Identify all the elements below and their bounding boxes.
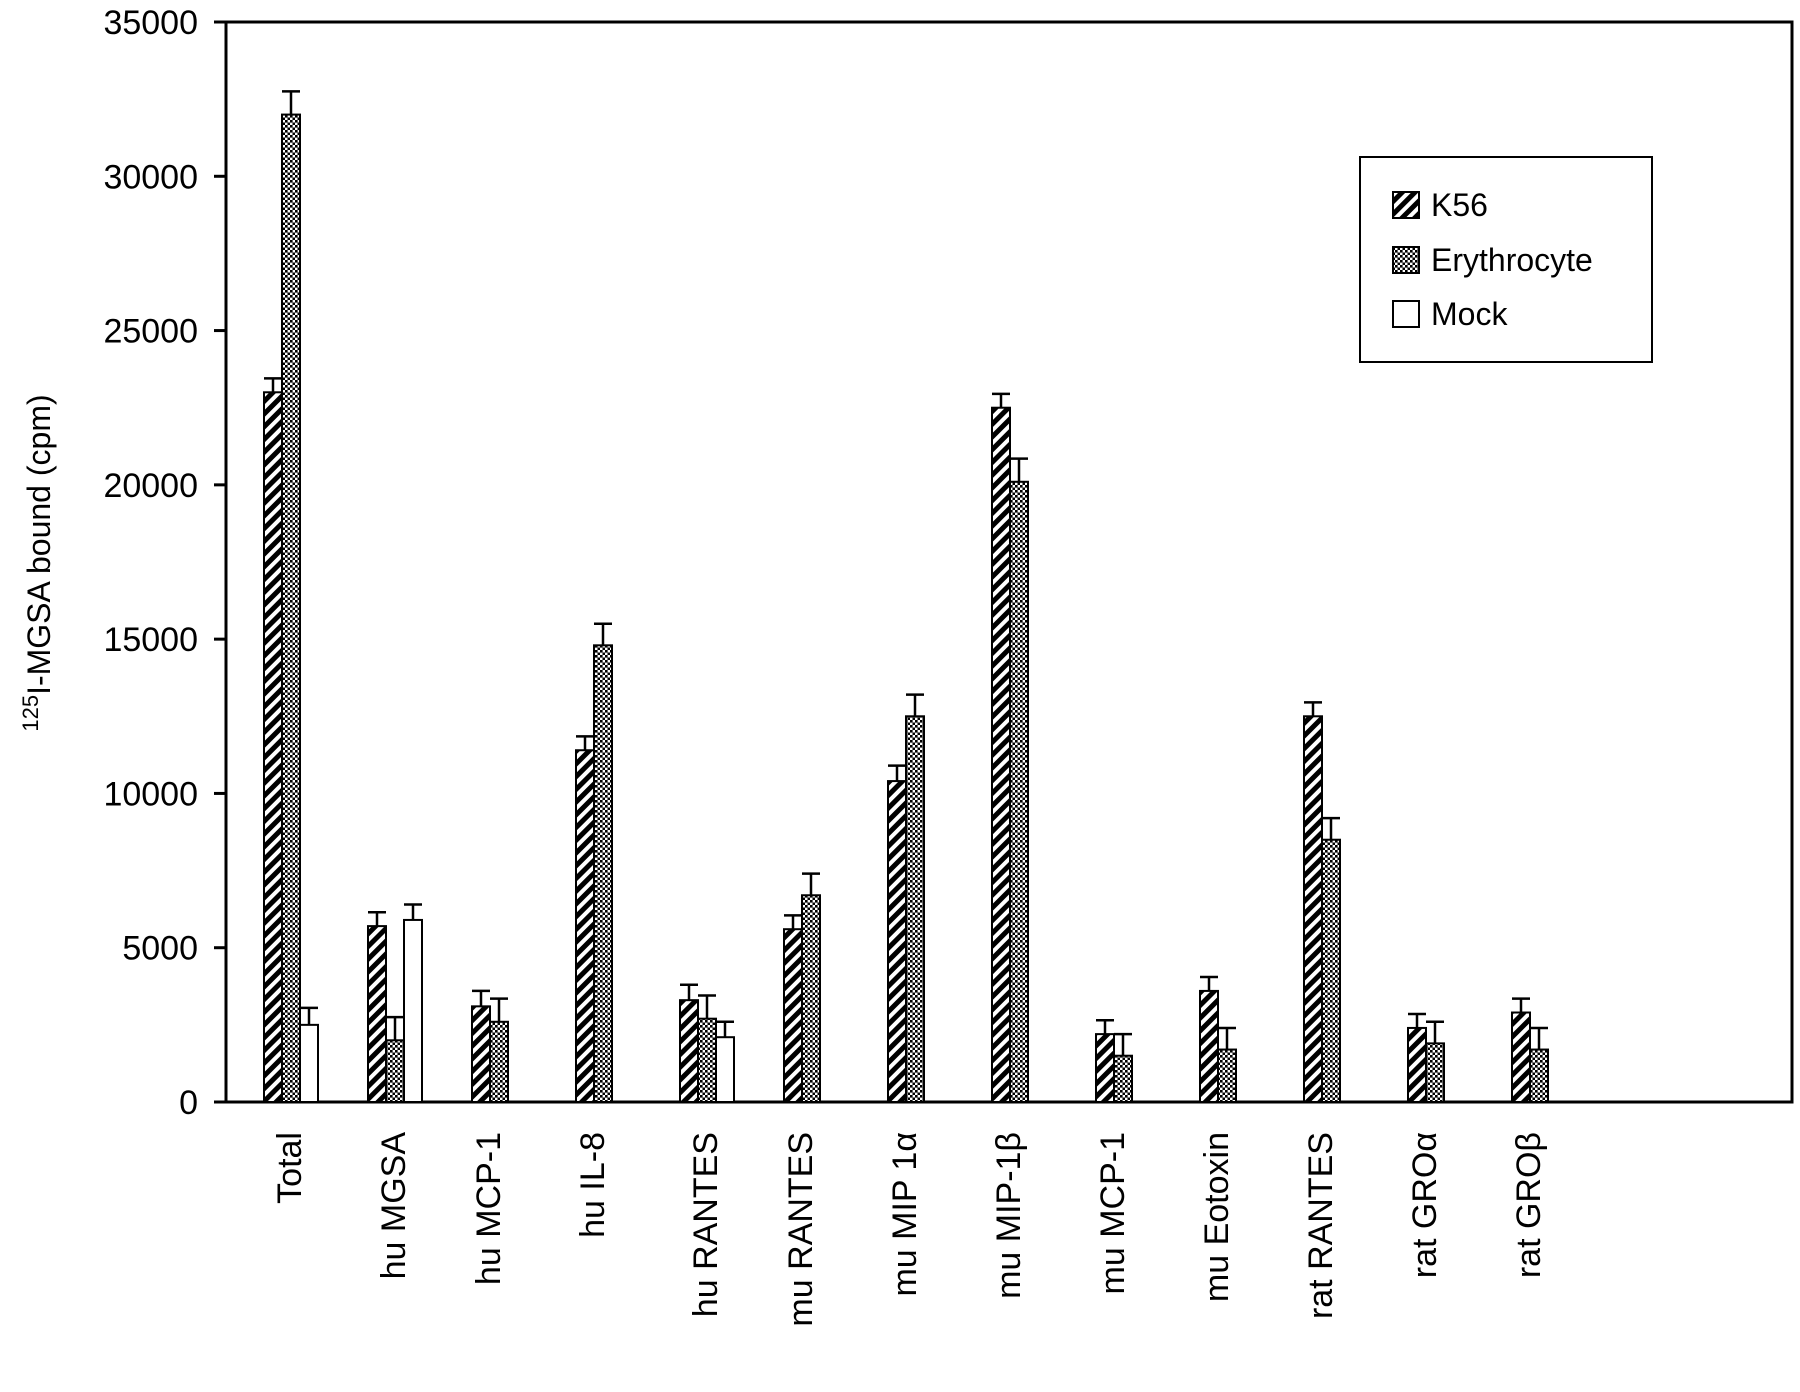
bar xyxy=(1407,1026,1427,1104)
y-tick-label: 25000 xyxy=(103,313,198,351)
y-tick-label: 10000 xyxy=(103,775,198,813)
bar xyxy=(905,715,925,1103)
bar xyxy=(1529,1048,1549,1103)
category-label: Total xyxy=(271,1132,309,1204)
bar xyxy=(1303,715,1323,1103)
error-bars xyxy=(264,90,1548,1056)
bars xyxy=(263,113,1549,1104)
bar xyxy=(593,644,613,1103)
bar xyxy=(367,925,387,1103)
legend-swatch xyxy=(1392,246,1420,274)
bar xyxy=(697,1017,717,1104)
bar xyxy=(1095,1033,1115,1103)
legend-label: Erythrocyte xyxy=(1431,242,1593,278)
category-label: hu IL-8 xyxy=(574,1132,612,1238)
bar xyxy=(575,749,595,1103)
category-label: mu Eotoxin xyxy=(1198,1132,1236,1302)
bar xyxy=(887,780,907,1103)
bar xyxy=(471,1005,491,1103)
y-tick-label: 20000 xyxy=(103,467,198,505)
bar xyxy=(715,1036,735,1103)
bar xyxy=(385,1039,405,1104)
category-label: mu MCP-1 xyxy=(1094,1132,1132,1294)
bar xyxy=(1425,1042,1445,1104)
legend: K56 Erythrocyte Mock xyxy=(1359,156,1653,363)
category-label: mu RANTES xyxy=(782,1132,820,1327)
bar xyxy=(299,1023,319,1104)
bar xyxy=(489,1020,509,1103)
y-axis-label-superscript: 125 xyxy=(18,695,43,732)
bar xyxy=(801,894,821,1103)
category-label: mu MIP-1β xyxy=(990,1132,1028,1299)
bar xyxy=(1113,1054,1133,1103)
y-axis-label-text: I-MGSA bound (cpm) xyxy=(21,394,57,695)
y-tick-label: 15000 xyxy=(103,621,198,659)
bar xyxy=(679,999,699,1104)
legend-swatch xyxy=(1392,300,1420,328)
y-tick-label: 5000 xyxy=(122,930,198,968)
category-label: rat RANTES xyxy=(1302,1132,1340,1319)
legend-label: Mock xyxy=(1431,296,1508,332)
category-label: hu MCP-1 xyxy=(470,1132,508,1285)
bar xyxy=(1511,1011,1531,1103)
y-axis-label: 125I-MGSA bound (cpm) xyxy=(18,394,57,731)
bar xyxy=(1321,838,1341,1103)
x-axis-labels: Total hu MGSA hu MCP-1 hu IL-8 hu RANTES mu R… xyxy=(271,1132,1548,1327)
bar xyxy=(783,928,803,1104)
y-tick-label: 0 xyxy=(179,1084,198,1122)
category-label: hu MGSA xyxy=(375,1132,413,1280)
legend-label: K56 xyxy=(1431,187,1488,223)
legend-swatch xyxy=(1392,191,1420,219)
y-tick-label: 35000 xyxy=(103,4,198,42)
bar xyxy=(991,406,1011,1103)
category-label: mu MIP 1α xyxy=(886,1132,924,1297)
bar xyxy=(1199,989,1219,1104)
bar xyxy=(281,113,301,1104)
category-label: rat GROβ xyxy=(1510,1132,1548,1278)
y-axis: 0 5000 10000 15000 20000 25000 30000 35000 xyxy=(103,4,226,1122)
bar xyxy=(263,391,283,1103)
bar xyxy=(403,918,423,1104)
bar xyxy=(1217,1048,1237,1103)
category-label: hu RANTES xyxy=(687,1132,725,1317)
bar xyxy=(1009,480,1029,1103)
y-tick-label: 30000 xyxy=(103,158,198,196)
category-label: rat GROα xyxy=(1406,1132,1444,1278)
